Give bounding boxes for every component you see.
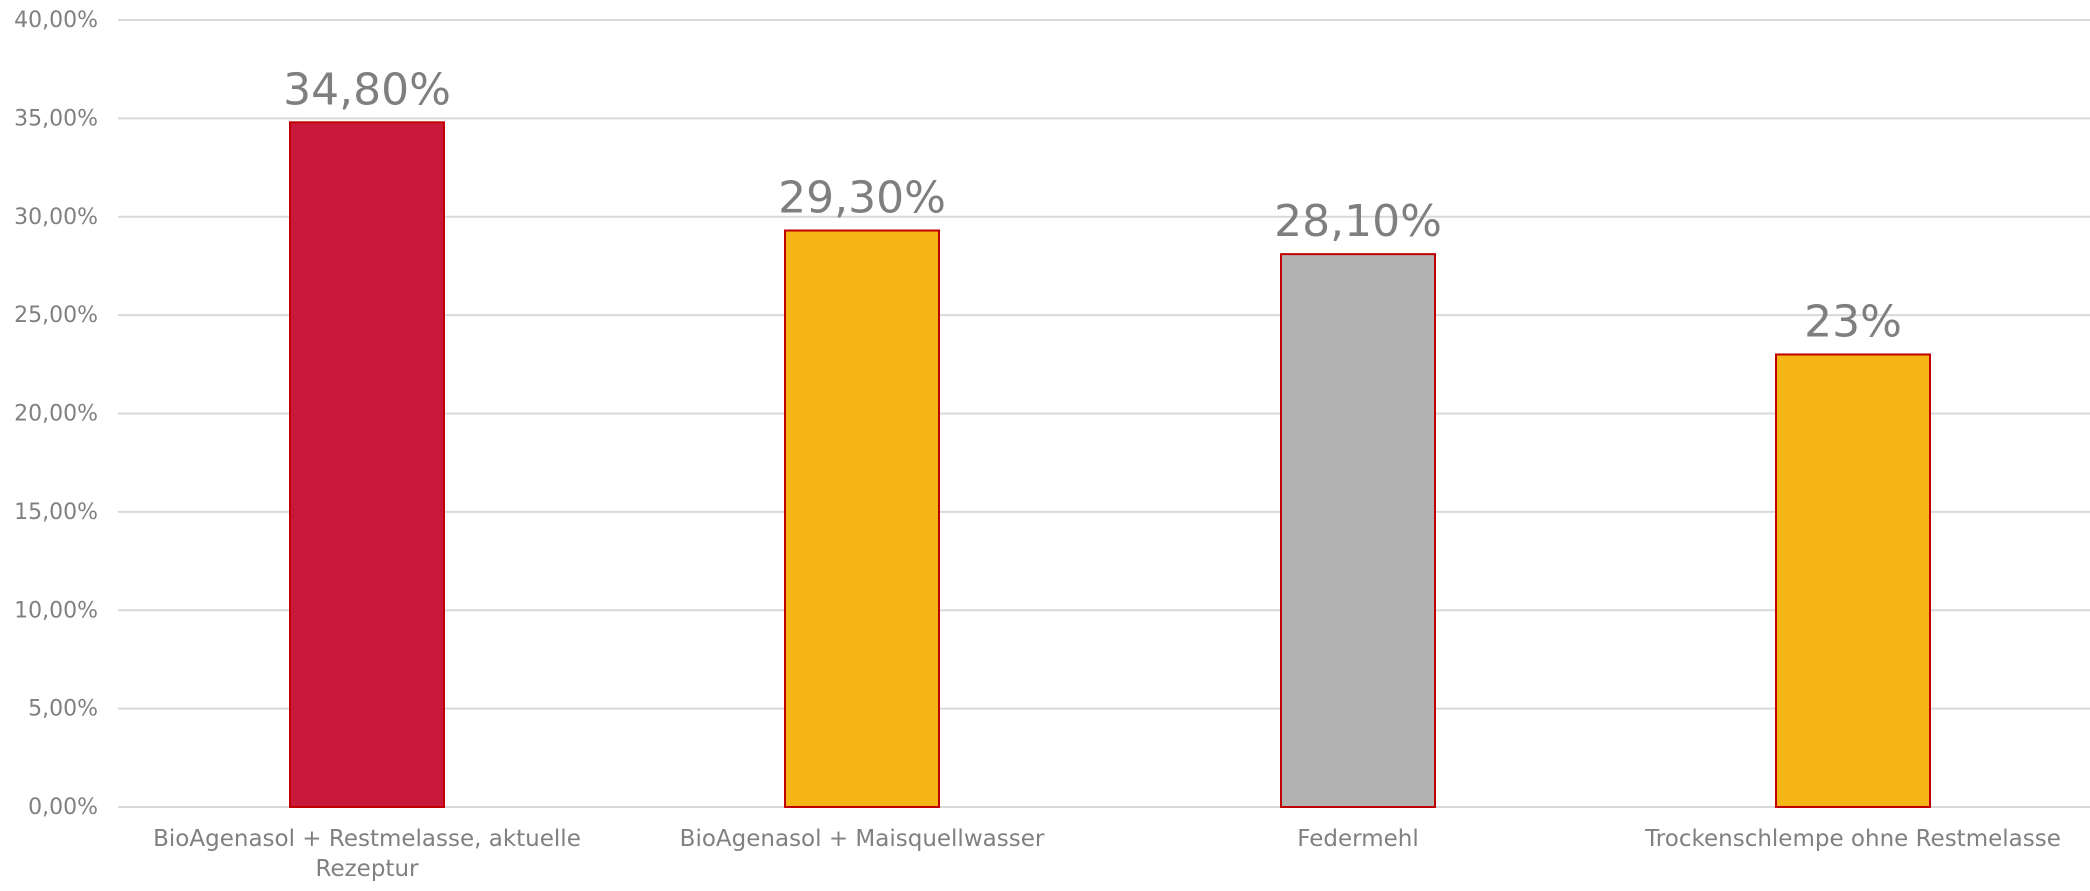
- y-tick-label: 25,00%: [14, 303, 98, 328]
- bars: [289, 121, 1931, 808]
- y-tick-label: 40,00%: [14, 8, 98, 33]
- y-tick-label: 5,00%: [28, 697, 98, 722]
- category-labels: BioAgenasol + Restmelasse, aktuelle Rezep…: [153, 826, 2061, 882]
- data-labels: 34,80% 29,30% 28,10% 23%: [283, 64, 1902, 347]
- y-tick-label: 10,00%: [14, 598, 98, 623]
- y-tick-label: 35,00%: [14, 106, 98, 131]
- category-label: BioAgenasol + Maisquellwasser: [680, 826, 1045, 852]
- bar: [1775, 353, 1931, 808]
- category-label: Trockenschlempe ohne Restmelasse: [1644, 826, 2061, 852]
- bar: [289, 121, 445, 808]
- gridlines: [118, 19, 2090, 808]
- category-label: Federmehl: [1297, 826, 1418, 852]
- data-label: 34,80%: [283, 64, 451, 115]
- category-label: BioAgenasol + Restmelasse, aktuelle: [153, 826, 581, 852]
- data-label: 29,30%: [778, 173, 946, 224]
- data-label: 28,10%: [1274, 196, 1442, 247]
- bar: [1280, 253, 1436, 808]
- category-label: Rezeptur: [316, 856, 420, 882]
- data-label: 23%: [1804, 296, 1902, 347]
- y-tick-label: 0,00%: [28, 795, 98, 820]
- y-axis-tick-labels: 0,00% 5,00% 10,00% 15,00% 20,00% 25,00% 30,00%…: [14, 8, 98, 820]
- bar: [784, 229, 940, 808]
- y-tick-label: 20,00%: [14, 402, 98, 427]
- y-tick-label: 15,00%: [14, 500, 98, 525]
- y-tick-label: 30,00%: [14, 205, 98, 230]
